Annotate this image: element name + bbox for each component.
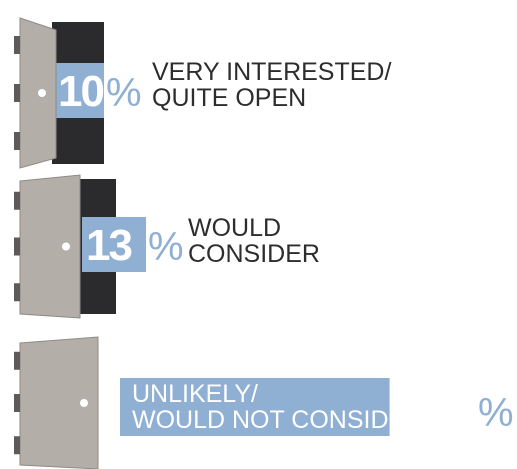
hinge-3-3 bbox=[14, 436, 20, 455]
percent-sign-2: % bbox=[148, 225, 184, 269]
hinge-3-2 bbox=[14, 394, 20, 412]
hinge-1-2 bbox=[14, 84, 20, 102]
bar-3 bbox=[120, 378, 390, 436]
door-row-1: 10% VERY INTERESTED/QUITE OPEN bbox=[14, 17, 391, 169]
category-label-3-line-1: UNLIKELY/ bbox=[132, 380, 258, 408]
category-label-1-line-2: QUITE OPEN bbox=[152, 84, 306, 112]
door-2 bbox=[19, 174, 81, 319]
hinge-1-1 bbox=[14, 36, 20, 54]
percent-sign-3: % bbox=[478, 391, 514, 435]
hinge-2-3 bbox=[14, 283, 20, 302]
category-label-1-line-1: VERY INTERESTED/ bbox=[152, 58, 391, 86]
hinge-2-1 bbox=[14, 191, 20, 210]
value-label-2: 13 bbox=[86, 221, 131, 270]
door-3 bbox=[19, 336, 99, 469]
category-label-3-line-2: WOULD NOT CONSIDER bbox=[132, 406, 423, 434]
doorknob-3 bbox=[80, 399, 88, 407]
bar-2 bbox=[82, 217, 146, 272]
value-label-1: 10 bbox=[58, 67, 103, 116]
hinge-1-3 bbox=[14, 132, 20, 150]
category-label-2-line-2: CONSIDER bbox=[188, 240, 320, 268]
value-label-3: 77 bbox=[430, 387, 475, 436]
category-label-2-line-1: WOULD bbox=[188, 214, 281, 242]
hinge-2-2 bbox=[14, 237, 20, 256]
doorknob-2 bbox=[62, 242, 70, 251]
doorknob-1 bbox=[38, 89, 46, 97]
bar-1 bbox=[54, 63, 104, 118]
percent-sign-1: % bbox=[106, 71, 142, 115]
hinge-3-1 bbox=[14, 351, 20, 370]
door-row-3: UNLIKELY/WOULD NOT CONSIDER 77% bbox=[14, 336, 514, 469]
